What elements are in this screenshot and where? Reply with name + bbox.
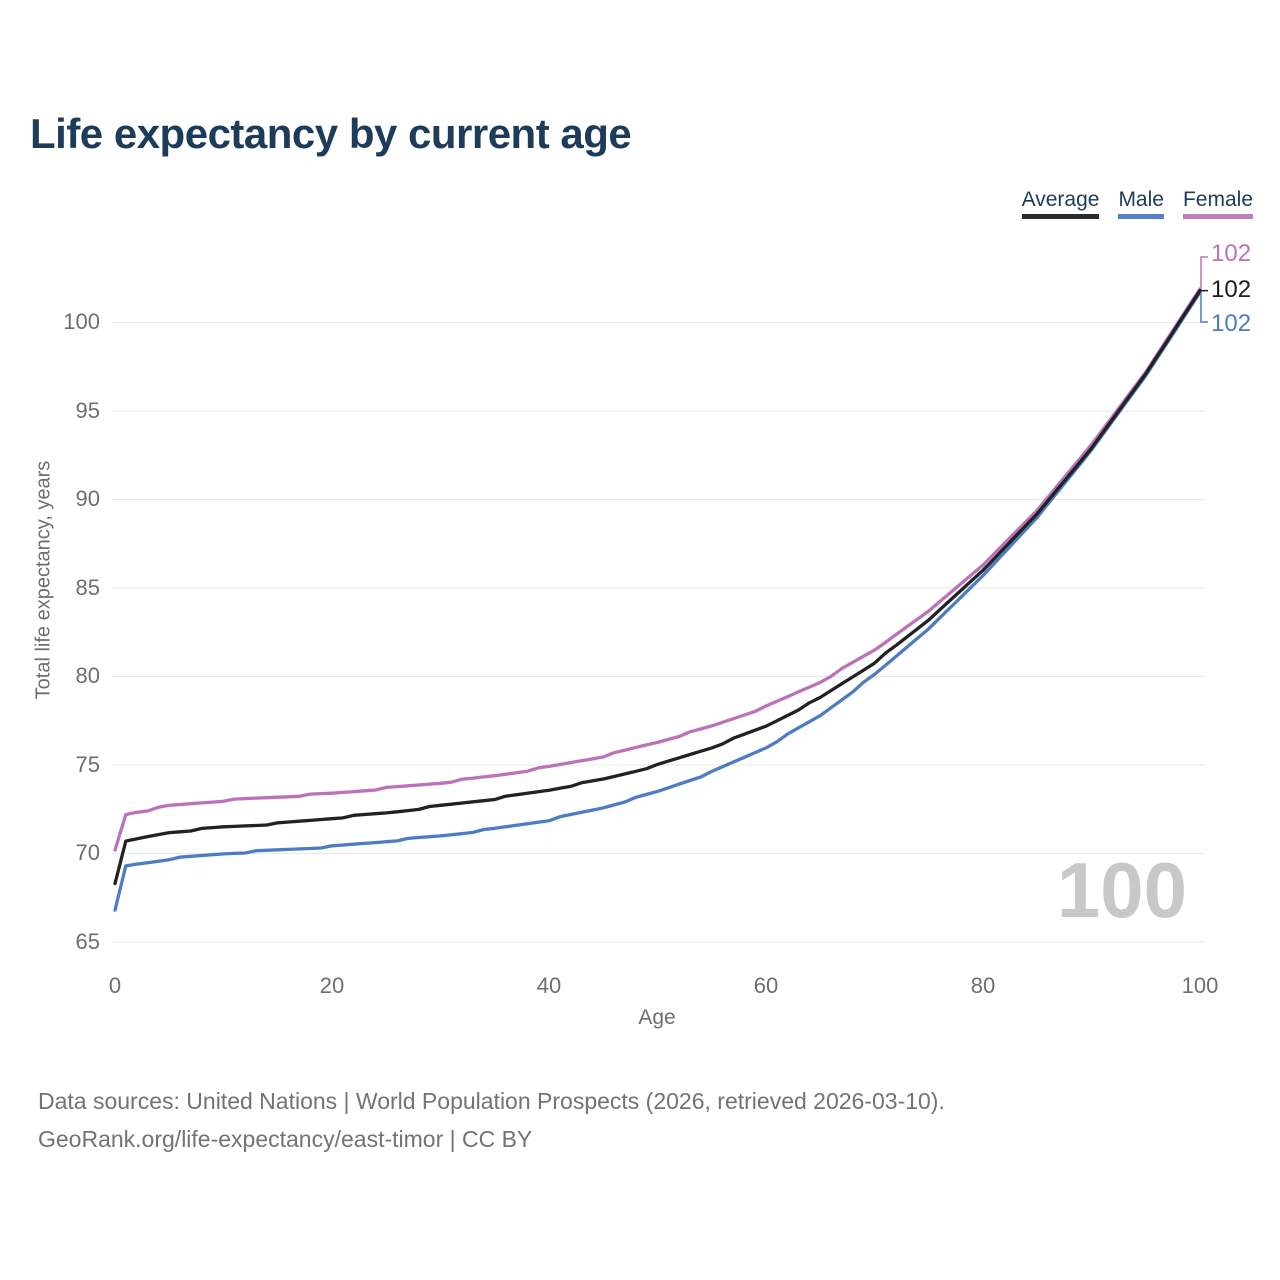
page-title: Life expectancy by current age xyxy=(30,110,632,157)
legend-label-average: Average xyxy=(1021,188,1100,211)
y-tick-65: 65 xyxy=(75,929,100,954)
legend-swatch-average xyxy=(1021,214,1100,219)
y-tick-80: 80 xyxy=(75,663,100,688)
legend-label-male: Male xyxy=(1118,188,1164,211)
x-tick-60: 60 xyxy=(753,973,779,998)
y-tick-90: 90 xyxy=(75,486,100,511)
legend-item-female[interactable]: Female xyxy=(1182,188,1253,219)
x-tick-80: 80 xyxy=(970,973,996,998)
x-tick-20: 20 xyxy=(319,973,345,998)
legend-item-male[interactable]: Male xyxy=(1118,188,1164,219)
y-tick-85: 85 xyxy=(75,575,100,600)
legend-swatch-male xyxy=(1118,214,1164,219)
x-axis-title: Age xyxy=(638,1006,676,1029)
legend-label-female: Female xyxy=(1182,188,1253,211)
y-tick-75: 75 xyxy=(75,752,100,777)
y-tick-95: 95 xyxy=(75,398,100,423)
y-tick-70: 70 xyxy=(75,840,100,865)
age-watermark: 100 xyxy=(1056,846,1187,934)
legend-swatch-female xyxy=(1182,214,1253,219)
y-axis-title: Total life expectancy, years xyxy=(32,460,55,700)
x-tick-0: 0 xyxy=(108,973,122,998)
x-tick-40: 40 xyxy=(536,973,562,998)
end-label-female: 102 xyxy=(1211,240,1252,267)
footer-attribution: GeoRank.org/life-expectancy/east-timor |… xyxy=(38,1126,533,1152)
chart-legend: Average Male Female xyxy=(1021,188,1253,219)
x-tick-100: 100 xyxy=(1181,973,1219,998)
end-label-male: 102 xyxy=(1211,310,1252,337)
y-tick-100: 100 xyxy=(63,309,100,334)
footer-sources: Data sources: United Nations | World Pop… xyxy=(38,1088,945,1114)
legend-item-average[interactable]: Average xyxy=(1021,188,1100,219)
end-label-average: 102 xyxy=(1211,276,1252,303)
